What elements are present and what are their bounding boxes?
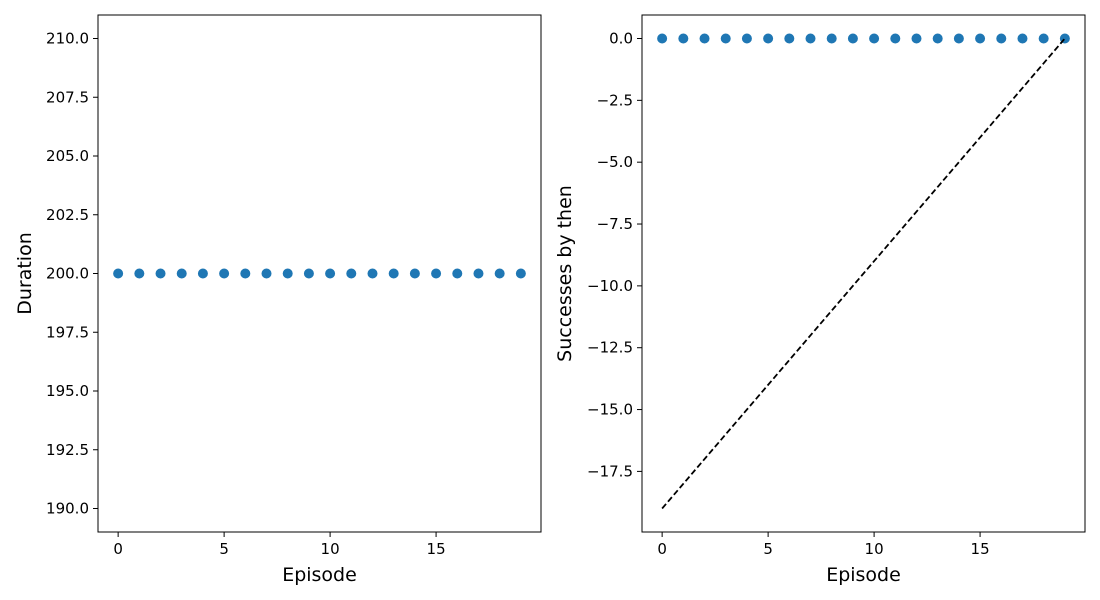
data-point: [911, 33, 922, 44]
data-point: [388, 268, 399, 279]
data-point: [303, 268, 314, 279]
data-point: [720, 33, 731, 44]
data-point: [113, 268, 124, 279]
y-tick-label: −2.5: [597, 91, 633, 109]
x-tick-label: 15: [427, 540, 446, 558]
data-point: [932, 33, 943, 44]
data-point: [678, 33, 689, 44]
x-axis-label: Episode: [826, 564, 901, 586]
data-point: [176, 268, 187, 279]
data-point: [346, 268, 357, 279]
data-point: [657, 33, 668, 44]
data-point: [219, 268, 230, 279]
x-tick-label: 0: [113, 540, 123, 558]
data-point: [953, 33, 964, 44]
x-tick-label: 10: [321, 540, 340, 558]
data-point: [805, 33, 816, 44]
data-point: [784, 33, 795, 44]
data-point: [515, 268, 526, 279]
y-tick-label: 192.5: [46, 441, 89, 459]
y-tick-label: −10.0: [587, 277, 633, 295]
data-point: [367, 268, 378, 279]
data-point: [134, 268, 145, 279]
y-tick-label: 195.0: [46, 382, 89, 400]
x-tick-label: 10: [865, 540, 884, 558]
y-tick-label: 210.0: [46, 30, 89, 48]
data-point: [869, 33, 880, 44]
data-point: [409, 268, 420, 279]
data-point: [452, 268, 463, 279]
y-tick-label: 190.0: [46, 500, 89, 518]
data-point: [890, 33, 901, 44]
data-point: [473, 268, 484, 279]
y-tick-label: 207.5: [46, 88, 89, 106]
data-point: [325, 268, 336, 279]
y-tick-label: 205.0: [46, 147, 89, 165]
y-axis-label: Successes by then: [554, 185, 576, 362]
data-point: [699, 33, 710, 44]
x-tick-label: 15: [971, 540, 990, 558]
data-point: [431, 268, 442, 279]
data-point: [197, 268, 208, 279]
x-tick-label: 5: [219, 540, 229, 558]
data-point: [741, 33, 752, 44]
y-tick-label: −5.0: [597, 153, 633, 171]
data-point: [1038, 33, 1049, 44]
data-point: [282, 268, 293, 279]
data-point: [261, 268, 272, 279]
x-tick-label: 0: [657, 540, 667, 558]
data-point: [240, 268, 251, 279]
data-point: [826, 33, 837, 44]
data-point: [494, 268, 505, 279]
data-point: [847, 33, 858, 44]
data-point: [1017, 33, 1028, 44]
y-tick-label: 200.0: [46, 265, 89, 283]
data-point: [996, 33, 1007, 44]
x-tick-label: 5: [763, 540, 773, 558]
x-axis-label: Episode: [282, 564, 357, 586]
y-tick-label: 197.5: [46, 323, 89, 341]
y-tick-label: 0.0: [609, 30, 633, 48]
y-tick-label: −7.5: [597, 215, 633, 233]
data-point: [975, 33, 986, 44]
y-tick-label: −17.5: [587, 462, 633, 480]
data-point: [155, 268, 166, 279]
y-tick-label: −12.5: [587, 339, 633, 357]
dashed-reference-line: [661, 37, 1066, 510]
data-point: [763, 33, 774, 44]
plot-frame: [641, 14, 1086, 533]
y-tick-label: −15.0: [587, 401, 633, 419]
y-axis-label: Duration: [14, 232, 36, 315]
duration-panel: 0 5 10 15 190.0 192.5 195.0 197.5 200.0 202.5 205.…: [14, 14, 542, 586]
successes-panel: 0 5 10 15 0.0 −2.5 −5.0 −7.5 −10.0 −12.5 −15.0 −17.…: [554, 14, 1086, 586]
y-tick-label: 202.5: [46, 206, 89, 224]
